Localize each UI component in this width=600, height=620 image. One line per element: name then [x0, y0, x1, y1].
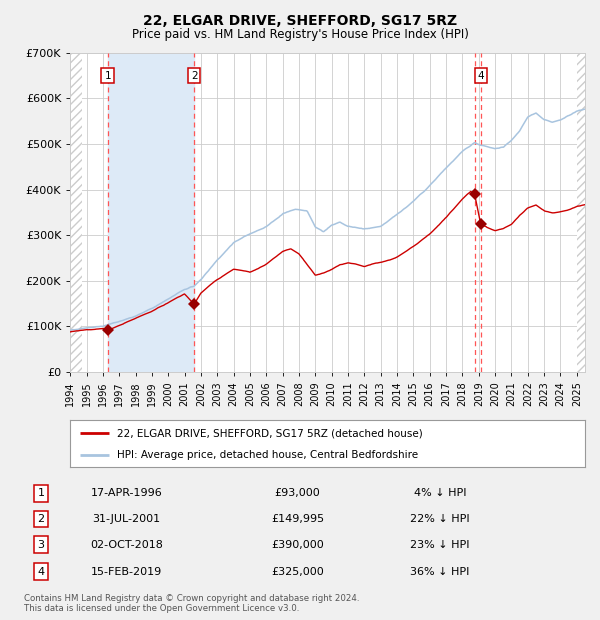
Text: 22, ELGAR DRIVE, SHEFFORD, SG17 5RZ: 22, ELGAR DRIVE, SHEFFORD, SG17 5RZ [143, 14, 457, 28]
Text: £325,000: £325,000 [271, 567, 324, 577]
Text: 02-OCT-2018: 02-OCT-2018 [90, 539, 163, 550]
Text: HPI: Average price, detached house, Central Bedfordshire: HPI: Average price, detached house, Cent… [116, 450, 418, 460]
Text: 4% ↓ HPI: 4% ↓ HPI [414, 489, 466, 498]
Text: 1: 1 [38, 489, 44, 498]
Text: Price paid vs. HM Land Registry's House Price Index (HPI): Price paid vs. HM Land Registry's House … [131, 28, 469, 41]
Text: 3: 3 [38, 539, 44, 550]
Text: £93,000: £93,000 [275, 489, 320, 498]
Text: 17-APR-1996: 17-APR-1996 [91, 489, 163, 498]
Text: 31-JUL-2001: 31-JUL-2001 [92, 514, 161, 524]
Text: 36% ↓ HPI: 36% ↓ HPI [410, 567, 470, 577]
Text: 2: 2 [38, 514, 44, 524]
Text: 22% ↓ HPI: 22% ↓ HPI [410, 514, 470, 524]
Text: 23% ↓ HPI: 23% ↓ HPI [410, 539, 470, 550]
Text: 4: 4 [38, 567, 44, 577]
Text: 22, ELGAR DRIVE, SHEFFORD, SG17 5RZ (detached house): 22, ELGAR DRIVE, SHEFFORD, SG17 5RZ (det… [116, 428, 422, 438]
Bar [70, 53, 82, 372]
Bar [577, 53, 585, 372]
Text: 1: 1 [104, 71, 111, 81]
Text: £390,000: £390,000 [271, 539, 324, 550]
Text: 2: 2 [191, 71, 197, 81]
Bar [107, 53, 194, 372]
Text: 15-FEB-2019: 15-FEB-2019 [91, 567, 162, 577]
Text: 4: 4 [478, 71, 484, 81]
Text: £149,995: £149,995 [271, 514, 324, 524]
Text: Contains HM Land Registry data © Crown copyright and database right 2024.
This d: Contains HM Land Registry data © Crown c… [24, 594, 359, 613]
